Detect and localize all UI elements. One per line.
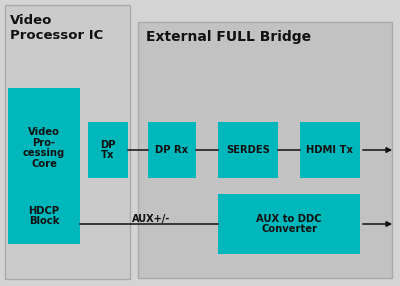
Text: DP
Tx: DP Tx: [100, 140, 116, 160]
Text: Video
Pro-
cessing
Core: Video Pro- cessing Core: [23, 127, 65, 169]
Bar: [5, 5, 130, 279]
Text: AUX to DDC
Converter: AUX to DDC Converter: [256, 214, 322, 235]
Text: External FULL Bridge: External FULL Bridge: [146, 30, 311, 44]
Bar: [88, 122, 128, 178]
Text: DP Rx: DP Rx: [156, 145, 188, 155]
Bar: [8, 88, 80, 208]
Text: Video
Processor IC: Video Processor IC: [10, 14, 103, 42]
Text: HDCP
Block: HDCP Block: [28, 206, 60, 227]
Bar: [148, 122, 196, 178]
Text: HDMI Tx: HDMI Tx: [306, 145, 354, 155]
Text: SERDES: SERDES: [226, 145, 270, 155]
Bar: [300, 122, 360, 178]
Bar: [138, 22, 392, 278]
Text: AUX+/-: AUX+/-: [132, 214, 170, 224]
Bar: [218, 122, 278, 178]
Bar: [8, 188, 80, 244]
Bar: [218, 194, 360, 254]
